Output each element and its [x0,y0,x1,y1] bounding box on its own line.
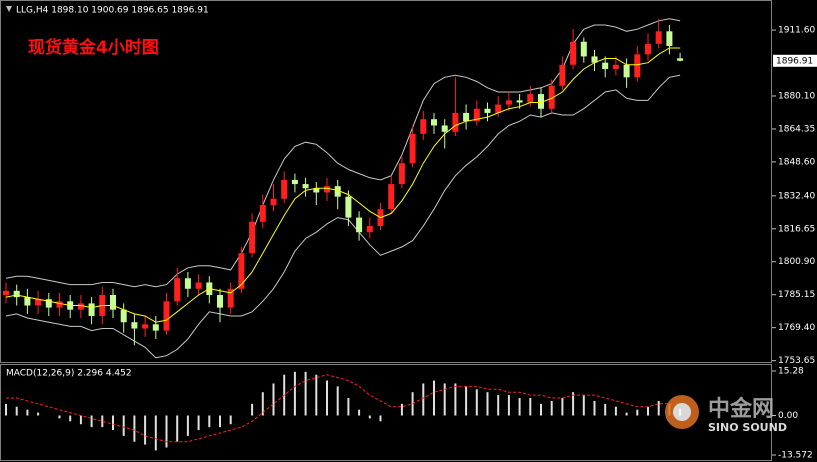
candle-body [527,94,534,103]
chart-title: 现货黄金4小时图 [28,37,159,58]
lower-line [5,74,681,359]
candle-body [463,112,470,122]
candle-body [677,58,684,61]
candle-body [366,225,373,233]
candle-body [473,108,480,122]
candle-body [559,64,566,86]
y-tick-label: 1753.65 [778,356,815,366]
candle-body [110,295,116,310]
y-tick-label: 1832.40 [778,191,815,201]
candle-body [570,41,577,65]
candle-body [645,43,651,55]
watermark-sub: SINO SOUND [708,421,787,434]
y-tick-label: 1800.90 [778,257,815,267]
y-tick-label: 15.28 [778,367,804,377]
candle-body [131,322,138,329]
candle-body [409,133,416,164]
candle-body [3,290,9,296]
candle-body [227,288,234,308]
candle-body [238,253,245,289]
main-frame [0,0,772,363]
candle-body [484,108,491,113]
candle-body [249,221,256,254]
candle-body [302,184,309,189]
candle-body [217,295,223,308]
candle-body [152,324,159,331]
candle-body [184,278,191,289]
candle-body [45,299,52,308]
middle-line [5,47,681,323]
y-tick-label: 1911.60 [778,26,815,36]
candle-body [580,41,587,57]
y-tick-label: 1880.10 [778,91,815,101]
candle-body [77,303,84,310]
candle-body [452,112,459,132]
candle-body [313,188,320,193]
candle-body [281,179,288,199]
watermark-logo-inner [673,403,691,421]
y-tick-label: 1864.35 [778,124,815,134]
y-tick-label: 0.00 [778,411,798,421]
signal-line [6,374,681,443]
candle-body [334,186,341,197]
upper-line [5,18,681,288]
candle-body [516,100,523,103]
candle-body [548,85,555,109]
macd-label: MACD(12,26,9) 2.296 4.452 [6,369,132,379]
candle-body [345,196,352,218]
candle-body [356,217,363,233]
candle-body [538,94,544,109]
candle-body [120,309,127,323]
candle-body [441,125,448,132]
watermark: 中金网 SINO SOUND [665,395,787,434]
candle-body [612,64,619,69]
candle-body [13,290,20,298]
candle-body [505,100,512,105]
candle-body [495,104,502,113]
candle-body [163,301,170,331]
chart-header: LLG,H4 1898.10 1900.69 1896.65 1896.91 [16,6,209,16]
candle-body [35,299,42,306]
candle-body [259,205,266,222]
candle-body [591,56,598,63]
candle-body [195,282,202,289]
y-tick-label: 1816.65 [778,224,815,234]
candle-body [291,179,298,185]
candle-body [420,119,427,134]
candle-body [88,303,95,316]
macd-frame [0,364,772,461]
header-icon [6,6,12,12]
candle-body [174,278,181,302]
candle-body [388,184,395,210]
candle-body [666,31,673,46]
candle-body [431,119,437,126]
y-tick-label: 1785.15 [778,290,815,300]
y-tick-label: -13.572 [778,451,813,461]
candle-body [602,62,609,69]
candle-body [634,54,641,78]
candle-body [655,31,662,44]
candle-body [623,64,630,78]
candle-body [270,198,277,206]
candle-body [56,301,63,308]
candle-body [142,324,149,329]
candle-body [24,297,31,306]
y-tick-label: 1769.40 [778,323,815,333]
current-price-label: 1896.91 [776,56,813,66]
candle-body [324,186,330,193]
watermark-brand: 中金网 [708,396,774,422]
current-price-box [773,54,817,67]
candle-body [398,163,405,185]
y-tick-label: 1848.60 [778,157,815,167]
